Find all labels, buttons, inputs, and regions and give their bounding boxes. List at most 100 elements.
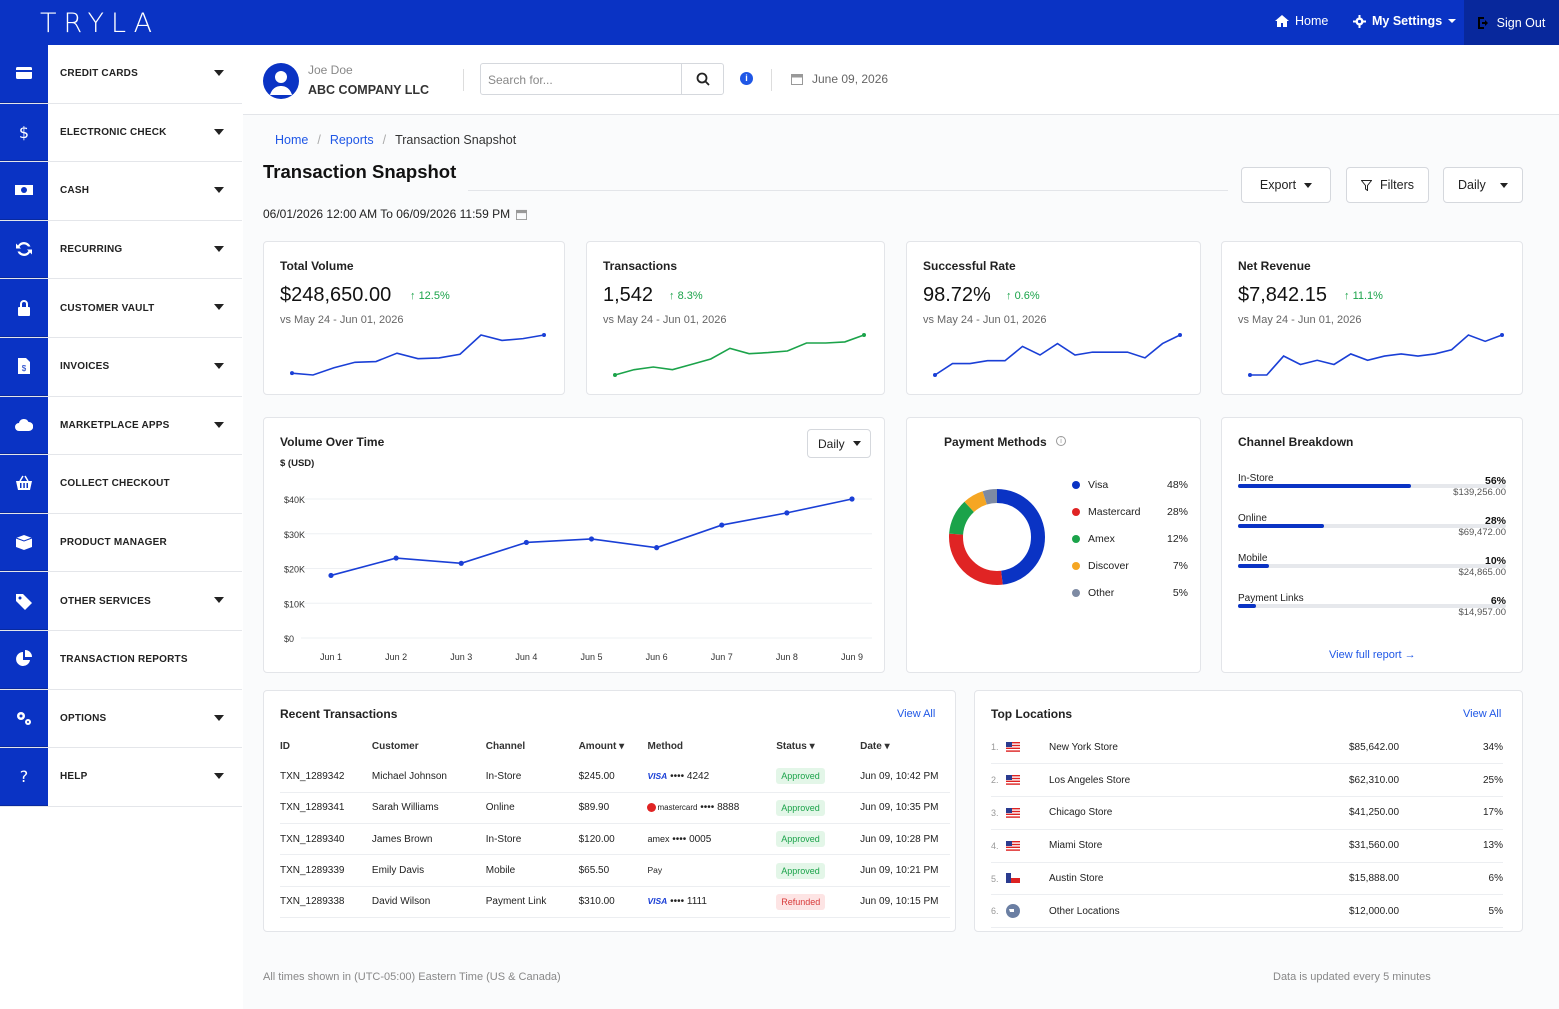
sidebar-item-electronic-check[interactable]: $ ELECTRONIC CHECK: [0, 104, 242, 163]
caret-down-icon[interactable]: [214, 246, 224, 252]
sidebar-item-other-services[interactable]: OTHER SERVICES: [0, 572, 242, 631]
view-all-link[interactable]: View All: [1463, 708, 1501, 720]
logo[interactable]: TRYLA: [40, 8, 159, 39]
my-settings-menu[interactable]: My Settings: [1353, 14, 1456, 28]
txn-id[interactable]: TXN_1289340: [280, 824, 372, 855]
period-select[interactable]: Daily: [1443, 167, 1523, 203]
column-header[interactable]: ID: [280, 731, 372, 761]
mastercard-icon: [647, 803, 656, 812]
date: Jun 09, 10:15 PM: [860, 886, 950, 917]
location-row[interactable]: 3. Chicago Store $41,250.00 17%: [991, 797, 1503, 830]
sidebar-item-transaction-reports[interactable]: TRANSACTION REPORTS: [0, 631, 242, 690]
sidebar-item-label: INVOICES: [60, 361, 109, 372]
volume-line-chart: $0$10K$20K$30K$40KJun 1 Jun 2 Jun 3 Jun 4 Ju…: [264, 473, 884, 673]
sidebar-item-customer-vault[interactable]: CUSTOMER VAULT: [0, 279, 242, 338]
column-header[interactable]: Channel: [486, 731, 579, 761]
divider: [463, 69, 464, 91]
x-tick-label: Jun 1: [320, 652, 342, 662]
sidebar-item-product-manager[interactable]: PRODUCT MANAGER: [0, 514, 242, 573]
sparkline-point: [933, 373, 937, 377]
view-all-link[interactable]: View All: [897, 708, 935, 720]
volume-period-select[interactable]: Daily: [807, 429, 871, 458]
sparkline-point: [1248, 373, 1252, 377]
table-row[interactable]: TXN_1289342 Michael Johnson In-Store $24…: [280, 761, 950, 792]
kpi-value: $248,650.00: [280, 284, 391, 307]
txn-id[interactable]: TXN_1289341: [280, 792, 372, 823]
sidebar-item-recurring[interactable]: RECURRING: [0, 221, 242, 280]
table-row[interactable]: TXN_1289339 Emily Davis Mobile $65.50 Pa…: [280, 855, 950, 886]
table-row[interactable]: TXN_1289338 David Wilson Payment Link $3…: [280, 886, 950, 917]
date-range[interactable]: 06/01/2026 12:00 AM To 06/09/2026 11:59 …: [263, 207, 527, 221]
amount: $120.00: [579, 824, 648, 855]
sidebar-item-credit-cards[interactable]: CREDIT CARDS: [0, 45, 242, 104]
location-row[interactable]: 4. Miami Store $31,560.00 13%: [991, 829, 1503, 862]
location-row[interactable]: 2. Los Angeles Store $62,310.00 25%: [991, 764, 1503, 797]
txn-id[interactable]: TXN_1289339: [280, 855, 372, 886]
header: Joe Doe ABC COMPANY LLC Search for... i …: [243, 45, 1559, 115]
column-header[interactable]: Method: [647, 731, 776, 761]
card-title: Recent Transactions: [280, 707, 397, 721]
sidebar-item-marketplace-apps[interactable]: MARKETPLACE APPS: [0, 397, 242, 456]
search-input[interactable]: Search for...: [480, 63, 724, 95]
y-tick-label: $10K: [284, 599, 305, 609]
top-bar: TRYLA Home My Settings Sign Out: [0, 0, 1559, 45]
kpi-comparison: vs May 24 - Jun 01, 2026: [603, 314, 727, 326]
kpi-comparison: vs May 24 - Jun 01, 2026: [1238, 314, 1362, 326]
progress-fill: [1238, 564, 1269, 568]
card-title: Payment Methods: [944, 435, 1047, 449]
search-button[interactable]: [681, 64, 723, 94]
location-row[interactable]: 1. New York Store $85,642.00 34%: [991, 731, 1503, 764]
breadcrumb-home[interactable]: Home: [275, 133, 308, 147]
sidebar-item-invoices[interactable]: $ INVOICES: [0, 338, 242, 397]
export-button[interactable]: Export: [1241, 167, 1331, 203]
caret-down-icon[interactable]: [214, 187, 224, 193]
view-full-report-link[interactable]: View full report →: [1329, 649, 1416, 661]
sidebar-icon-box: [0, 397, 48, 455]
sign-out-button[interactable]: Sign Out: [1464, 0, 1559, 45]
caret-down-icon[interactable]: [214, 597, 224, 603]
kpi-comparison: vs May 24 - Jun 01, 2026: [280, 314, 404, 326]
caret-down-icon[interactable]: [214, 773, 224, 779]
column-header[interactable]: Amount ▾: [579, 731, 648, 761]
caret-down-icon[interactable]: [214, 363, 224, 369]
data-point: [394, 555, 399, 560]
column-header[interactable]: Customer: [372, 731, 486, 761]
breadcrumb-reports[interactable]: Reports: [330, 133, 374, 147]
sidebar-item-help[interactable]: ? HELP: [0, 748, 242, 807]
table-row[interactable]: TXN_1289341 Sarah Williams Online $89.90…: [280, 792, 950, 823]
location-name: Other Locations: [1049, 895, 1349, 928]
amount: $89.90: [579, 792, 648, 823]
arrow-up-icon: ↑: [1006, 290, 1015, 302]
caret-down-icon[interactable]: [214, 715, 224, 721]
info-icon[interactable]: i: [740, 72, 753, 85]
breadcrumb: Home / Reports / Transaction Snapshot: [275, 133, 516, 147]
column-header[interactable]: Date ▾: [860, 731, 950, 761]
location-amount: $12,000.00: [1349, 895, 1459, 928]
payment-methods-card: Payment Methods i Visa 48% Mastercard 28% Am…: [906, 417, 1201, 673]
location-row[interactable]: 5. Austin Store $15,888.00 6%: [991, 862, 1503, 895]
sidebar-item-options[interactable]: OPTIONS: [0, 690, 242, 749]
caret-down-icon[interactable]: [214, 422, 224, 428]
kpi-change: ↑ 0.6%: [1006, 290, 1040, 302]
top-locations-card: Top Locations View All 1. New York Store…: [974, 690, 1523, 932]
location-row[interactable]: 6. Other Locations $12,000.00 5%: [991, 895, 1503, 928]
table-row[interactable]: TXN_1289340 James Brown In-Store $120.00…: [280, 824, 950, 855]
avatar[interactable]: [263, 63, 299, 99]
caret-down-icon[interactable]: [214, 304, 224, 310]
info-icon[interactable]: i: [1056, 436, 1066, 446]
caret-down-icon[interactable]: [214, 129, 224, 135]
sidebar-item-collect-checkout[interactable]: COLLECT CHECKOUT: [0, 455, 242, 514]
kpi-change: ↑ 12.5%: [410, 290, 450, 302]
sidebar-item-cash[interactable]: CASH: [0, 162, 242, 221]
locations-table: 1. New York Store $85,642.00 34% 2. Los A…: [991, 731, 1503, 928]
txn-id[interactable]: TXN_1289338: [280, 886, 372, 917]
home-link[interactable]: Home: [1275, 14, 1328, 28]
filters-button[interactable]: Filters: [1346, 167, 1429, 203]
txn-id[interactable]: TXN_1289342: [280, 761, 372, 792]
column-header[interactable]: Status ▾: [776, 731, 860, 761]
sparkline-point: [613, 373, 617, 377]
dollar-icon: $: [15, 123, 33, 141]
y-tick-label: $0: [284, 634, 294, 644]
caret-down-icon[interactable]: [214, 70, 224, 76]
status-badge: Refunded: [776, 894, 825, 910]
